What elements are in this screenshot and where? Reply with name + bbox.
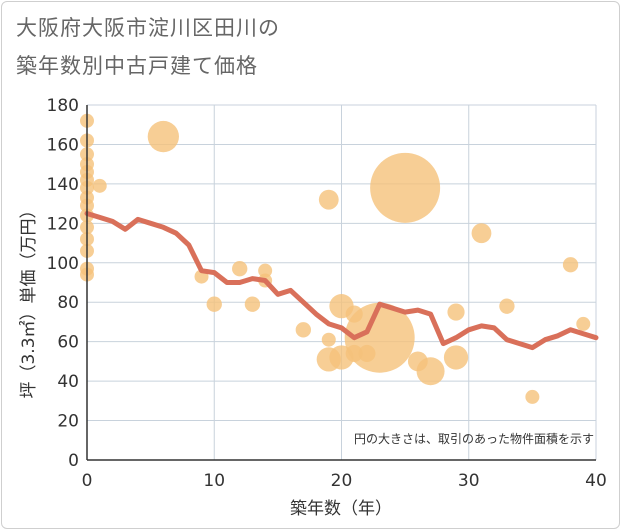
y-tick-label: 100	[47, 254, 79, 274]
data-bubble	[318, 189, 339, 210]
y-tick-label: 20	[57, 412, 79, 432]
axes: 0 10 20 30 40 0 20 40 60 80 100 120 140 160 180	[47, 96, 607, 491]
y-tick-label: 40	[57, 372, 79, 392]
data-bubble	[416, 357, 445, 386]
data-bubble	[92, 178, 107, 193]
data-bubble	[471, 223, 492, 244]
data-bubble	[443, 345, 469, 370]
y-tick-label: 160	[47, 135, 79, 155]
data-bubble	[576, 316, 591, 331]
x-tick-label: 10	[203, 471, 225, 491]
data-bubble	[499, 298, 515, 314]
data-bubble	[447, 303, 465, 321]
y-tick-label: 140	[47, 175, 79, 195]
grid-lines	[86, 104, 597, 461]
data-bubble	[147, 120, 180, 153]
y-tick-label: 180	[47, 96, 79, 116]
data-bubble	[525, 389, 540, 404]
data-bubble	[258, 263, 273, 278]
data-bubble	[244, 296, 261, 312]
data-bubble	[232, 261, 248, 277]
data-bubble	[295, 322, 311, 338]
y-tick-label: 120	[47, 214, 79, 234]
x-tick-label: 0	[82, 471, 93, 491]
x-tick-label: 40	[585, 471, 607, 491]
data-bubble	[321, 332, 336, 347]
x-tick-label: 20	[331, 471, 353, 491]
y-tick-label: 80	[57, 293, 79, 313]
size-legend-note: 円の大きさは、取引のあった物件面積を示す	[354, 431, 594, 446]
chart-title-line2: 築年数別中古戸建て価格	[16, 54, 258, 78]
average-price-line	[84, 211, 599, 351]
data-bubble	[370, 152, 441, 223]
data-bubble	[344, 302, 415, 373]
x-tick-label: 30	[458, 471, 480, 491]
y-tick-label: 0	[68, 451, 79, 471]
data-bubble	[562, 257, 579, 273]
y-tick-label: 60	[57, 333, 79, 353]
bubble-layer	[80, 113, 591, 404]
chart-title-line1: 大阪府大阪市淀川区田川の	[16, 16, 280, 40]
y-axis-label: 坪（3.3㎡）単価（万円）	[19, 201, 39, 398]
x-axis-label: 築年数（年）	[290, 499, 392, 519]
data-bubble	[206, 296, 222, 312]
